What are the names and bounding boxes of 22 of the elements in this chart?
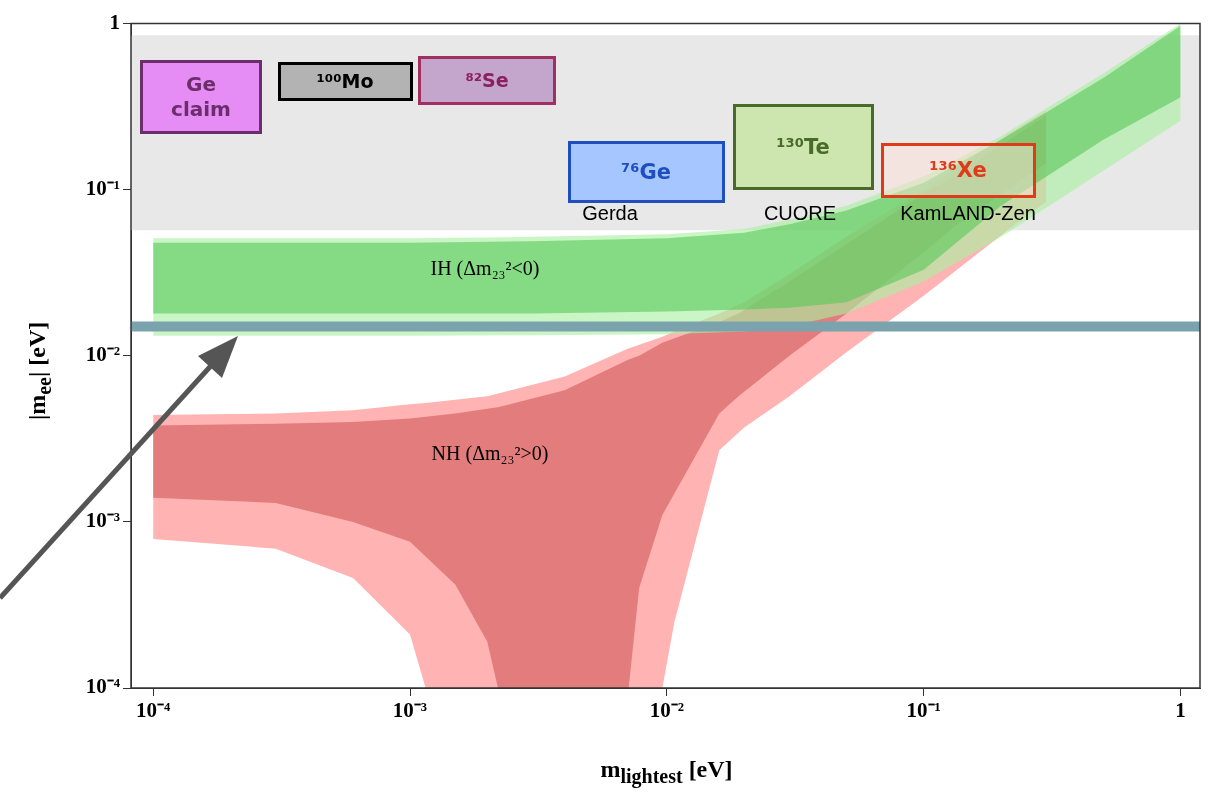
x-tick-label: 10⁻¹ — [906, 698, 941, 723]
x-tick-label: 10⁻³ — [392, 698, 428, 723]
annotation: KamLAND-Zen — [900, 201, 1036, 224]
y-tick-label: 1 — [109, 10, 120, 35]
annotation: ⁸²Se — [465, 67, 509, 93]
annotation: ¹⁰⁰Mo — [316, 68, 374, 94]
x-tick-label: 10⁻⁴ — [135, 698, 171, 723]
x-axis-title: m$_{lightest}$ [eV] — [599, 756, 734, 788]
annotation: NH (Δm₂₃²>0) — [431, 442, 549, 466]
annotation: Ge claim — [171, 72, 231, 122]
annotation: ⁷⁶Ge — [621, 159, 671, 185]
y-tick-label: 10⁻² — [85, 342, 120, 367]
annotation: IH (Δm₂₃²<0) — [430, 257, 540, 281]
y-tick-label: 10⁻⁴ — [85, 674, 121, 699]
annotation: ¹³⁶Xe — [929, 157, 987, 183]
annotation: Gerda — [582, 201, 639, 224]
x-tick-label: 1 — [1175, 698, 1186, 723]
annotation: CUORE — [763, 201, 837, 224]
y-tick-label: 10⁻¹ — [85, 176, 120, 201]
y-tick-label: 10⁻³ — [85, 508, 120, 533]
x-tick-label: 10⁻² — [649, 698, 685, 723]
annotation: ¹³⁰Te — [776, 134, 830, 160]
